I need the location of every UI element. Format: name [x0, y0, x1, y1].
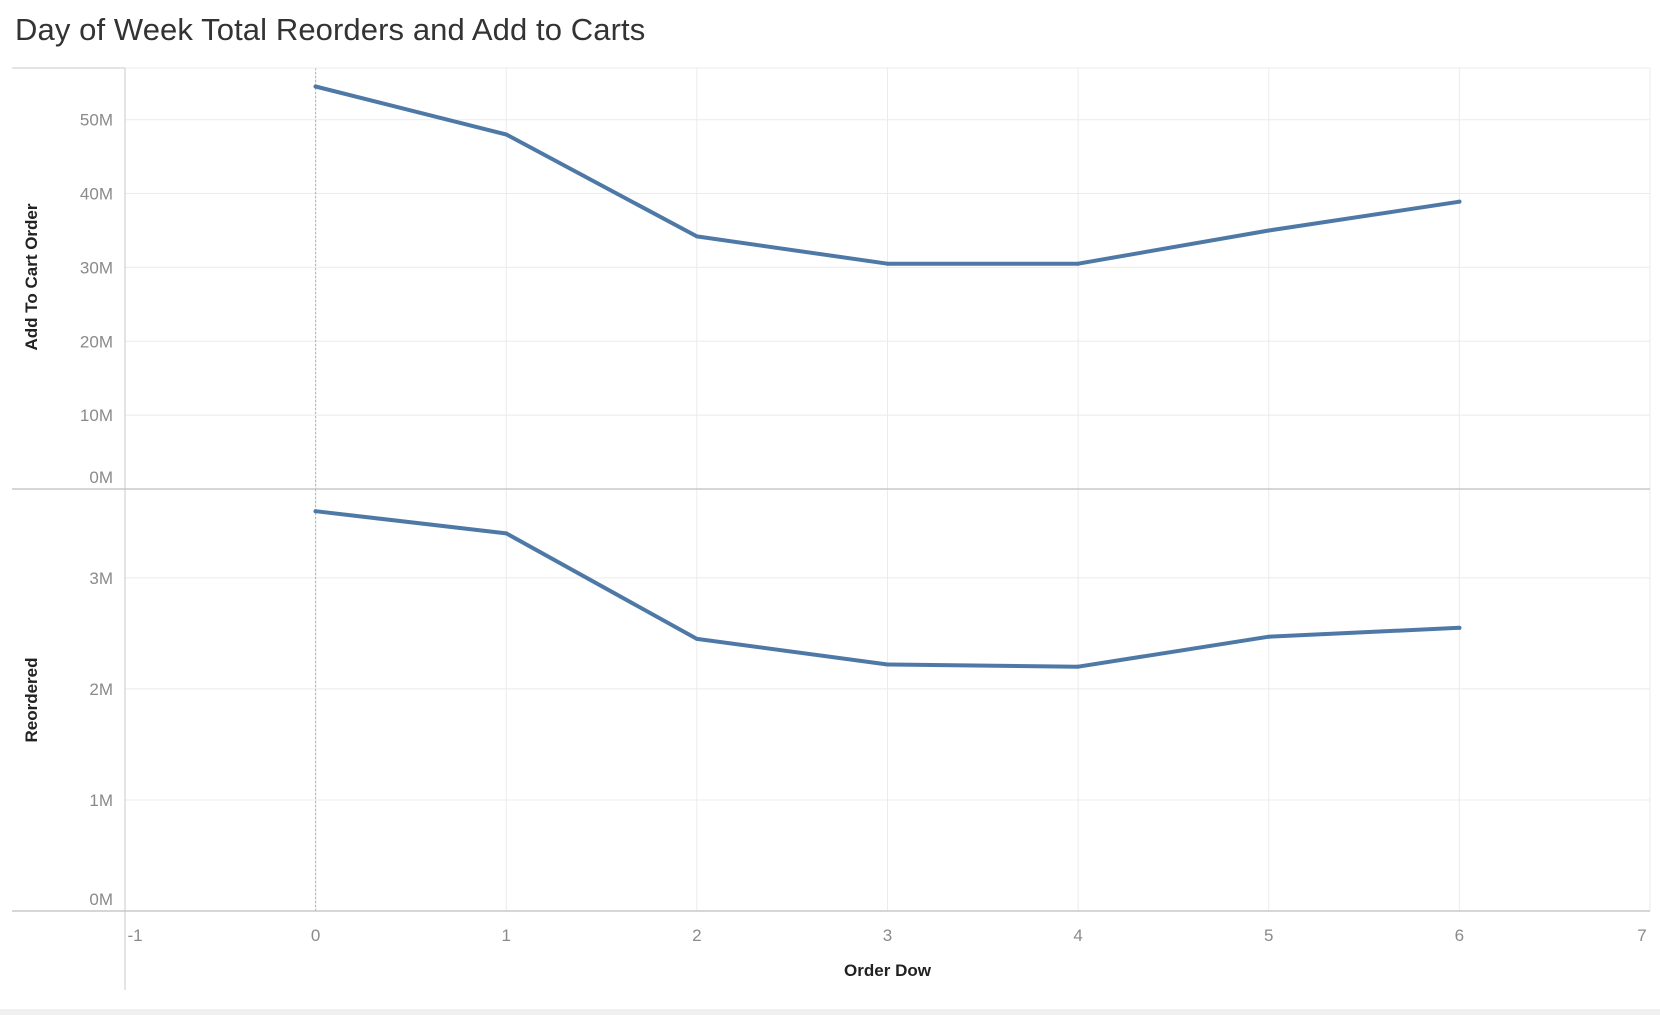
- data-point[interactable]: [694, 234, 699, 239]
- data-point[interactable]: [1457, 199, 1462, 204]
- footer-strip: [0, 1009, 1660, 1015]
- x-tick-label: 2: [692, 926, 701, 945]
- data-point[interactable]: [313, 84, 318, 89]
- y-axis-title: Reordered: [22, 657, 41, 742]
- x-tick-label: 5: [1264, 926, 1273, 945]
- y-tick-label: 0M: [89, 468, 113, 487]
- data-point[interactable]: [1076, 664, 1081, 669]
- y-axis-title: Add To Cart Order: [22, 203, 41, 350]
- x-tick-label: 0: [311, 926, 320, 945]
- data-point[interactable]: [885, 662, 890, 667]
- x-tick-label: 4: [1073, 926, 1082, 945]
- x-tick-label: 3: [883, 926, 892, 945]
- data-point[interactable]: [885, 261, 890, 266]
- y-tick-label: 1M: [89, 791, 113, 810]
- x-tick-label: 1: [502, 926, 511, 945]
- data-point[interactable]: [1266, 228, 1271, 233]
- y-tick-label: 10M: [80, 406, 113, 425]
- x-axis-title: Order Dow: [844, 961, 932, 980]
- data-point[interactable]: [1457, 625, 1462, 630]
- y-tick-label: 2M: [89, 680, 113, 699]
- y-tick-label: 30M: [80, 258, 113, 277]
- x-tick-label: -1: [127, 926, 142, 945]
- y-tick-label: 40M: [80, 185, 113, 204]
- data-point[interactable]: [504, 531, 509, 536]
- data-point[interactable]: [694, 636, 699, 641]
- y-tick-label: 20M: [80, 332, 113, 351]
- panel-2: 0M 1M 2M 3M Reordered: [22, 488, 1651, 911]
- x-tick-label: 6: [1455, 926, 1464, 945]
- chart-title: Day of Week Total Reorders and Add to Ca…: [15, 12, 646, 47]
- panel-1: 0M 10M 20M 30M 40M 50M Add To Cart Order: [22, 67, 1651, 489]
- y-tick-label: 0M: [89, 890, 113, 909]
- y-tick-label: 3M: [89, 569, 113, 588]
- data-point[interactable]: [1266, 634, 1271, 639]
- data-point[interactable]: [313, 509, 318, 514]
- y-tick-label: 50M: [80, 111, 113, 130]
- data-point[interactable]: [504, 132, 509, 137]
- data-point[interactable]: [1076, 261, 1081, 266]
- x-tick-label: 7: [1637, 926, 1646, 945]
